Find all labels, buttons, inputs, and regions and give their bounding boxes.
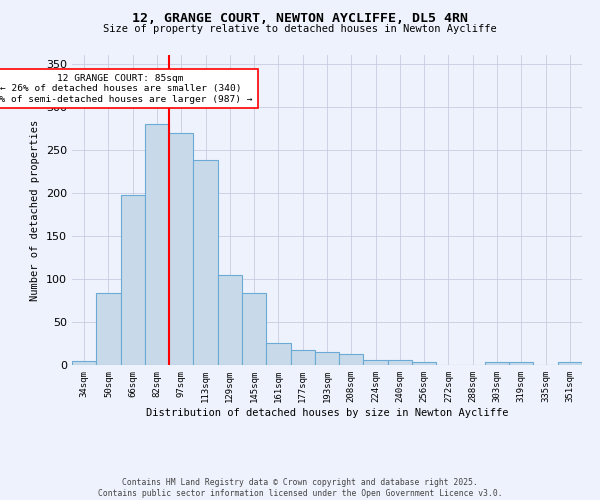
Y-axis label: Number of detached properties: Number of detached properties [31,120,40,300]
Bar [193,160,218,365]
Text: 12, GRANGE COURT, NEWTON AYCLIFFE, DL5 4RN: 12, GRANGE COURT, NEWTON AYCLIFFE, DL5 4… [132,12,468,26]
Bar [364,360,388,365]
Bar [218,276,242,365]
Text: Size of property relative to detached houses in Newton Aycliffe: Size of property relative to detached ho… [103,24,497,34]
Bar [339,354,364,365]
Bar [96,292,121,365]
Bar [242,292,266,365]
Text: Contains HM Land Registry data © Crown copyright and database right 2025.
Contai: Contains HM Land Registry data © Crown c… [98,478,502,498]
Bar [315,352,339,365]
X-axis label: Distribution of detached houses by size in Newton Aycliffe: Distribution of detached houses by size … [146,408,508,418]
Bar [388,360,412,365]
Bar [72,360,96,365]
Bar [485,362,509,365]
Bar [412,362,436,365]
Bar [509,362,533,365]
Bar [290,350,315,365]
Bar [121,196,145,365]
Bar [558,362,582,365]
Bar [145,124,169,365]
Bar [169,132,193,365]
Text: 12 GRANGE COURT: 85sqm
← 26% of detached houses are smaller (340)
74% of semi-de: 12 GRANGE COURT: 85sqm ← 26% of detached… [0,74,253,104]
Bar [266,342,290,365]
